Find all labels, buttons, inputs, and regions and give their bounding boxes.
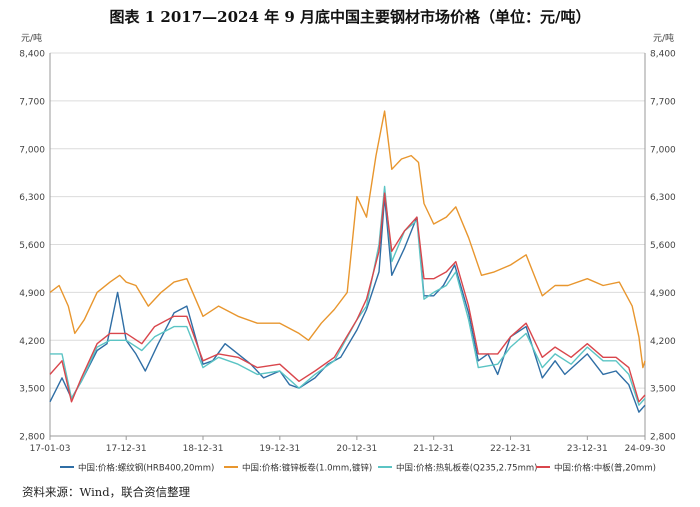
y-tick-label-right: 7,000 bbox=[650, 145, 676, 155]
y-tick-label-right: 3,500 bbox=[650, 385, 676, 395]
source-note: 资料来源：Wind，联合资信整理 bbox=[22, 485, 191, 499]
gridlines bbox=[50, 52, 645, 437]
x-tick-label: 17-12-31 bbox=[106, 444, 147, 454]
y-tick-label-left: 4,200 bbox=[19, 337, 45, 347]
x-tick-label: 21-12-31 bbox=[413, 444, 454, 454]
chart-title: 图表 1 2017—2024 年 9 月底中国主要钢材市场价格（单位：元/吨） bbox=[109, 8, 591, 26]
x-tick-label: 18-12-31 bbox=[183, 444, 224, 454]
legend: 中国:价格:螺纹钢(HRB400,20mm) 中国:价格:镀锌板卷(1.0mm,镀… bbox=[60, 463, 656, 474]
x-tick-label: 19-12-31 bbox=[259, 444, 300, 454]
y-tick-label-right: 6,300 bbox=[650, 193, 676, 203]
x-tick-label: 24-09-30 bbox=[625, 444, 666, 454]
x-tick-label: 17-01-03 bbox=[30, 444, 71, 454]
steel-price-line-chart: 2,800 2,800 3,500 3,500 4,200 4,200 4,900 4,900… bbox=[19, 32, 676, 474]
legend-label: 中国:价格:镀锌板卷(1.0mm,镀锌) bbox=[242, 463, 372, 474]
legend-label: 中国:价格:螺纹钢(HRB400,20mm) bbox=[78, 463, 214, 474]
series-line bbox=[49, 192, 646, 403]
y-tick-label-left: 4,900 bbox=[19, 289, 45, 299]
x-tick-label: 22-12-31 bbox=[490, 444, 531, 454]
y-tick-label-right: 4,200 bbox=[650, 337, 676, 347]
y-tick-label-left: 5,600 bbox=[19, 241, 45, 251]
y-tick-label-left: 8,400 bbox=[19, 50, 45, 60]
y-tick-label-left: 2,800 bbox=[19, 433, 45, 443]
y-tick-label-left: 7,700 bbox=[19, 97, 45, 107]
y-axis-unit-left: 元/吨 bbox=[21, 32, 42, 44]
series-line bbox=[50, 185, 646, 406]
series-line bbox=[49, 110, 646, 369]
series-line bbox=[49, 195, 646, 413]
y-tick-label-right: 7,700 bbox=[650, 97, 676, 107]
y-tick-label-left: 7,000 bbox=[19, 145, 45, 155]
axes: 2,800 2,800 3,500 3,500 4,200 4,200 4,900 4,900… bbox=[19, 32, 676, 454]
y-axis-unit-right: 元/吨 bbox=[653, 32, 674, 44]
y-tick-label-left: 6,300 bbox=[19, 193, 45, 203]
legend-label: 中国:价格:热轧板卷(Q235,2.75mm) bbox=[396, 463, 537, 474]
series-lines bbox=[49, 110, 646, 413]
x-tick-label: 23-12-31 bbox=[567, 444, 608, 454]
legend-label: 中国:价格:中板(普,20mm) bbox=[554, 463, 656, 474]
y-tick-label-right: 5,600 bbox=[650, 241, 676, 251]
y-tick-label-right: 8,400 bbox=[650, 50, 676, 60]
y-tick-label-right: 4,900 bbox=[650, 289, 676, 299]
y-tick-label-right: 2,800 bbox=[650, 433, 676, 443]
y-tick-label-left: 3,500 bbox=[19, 385, 45, 395]
x-tick-label: 20-12-31 bbox=[336, 444, 377, 454]
